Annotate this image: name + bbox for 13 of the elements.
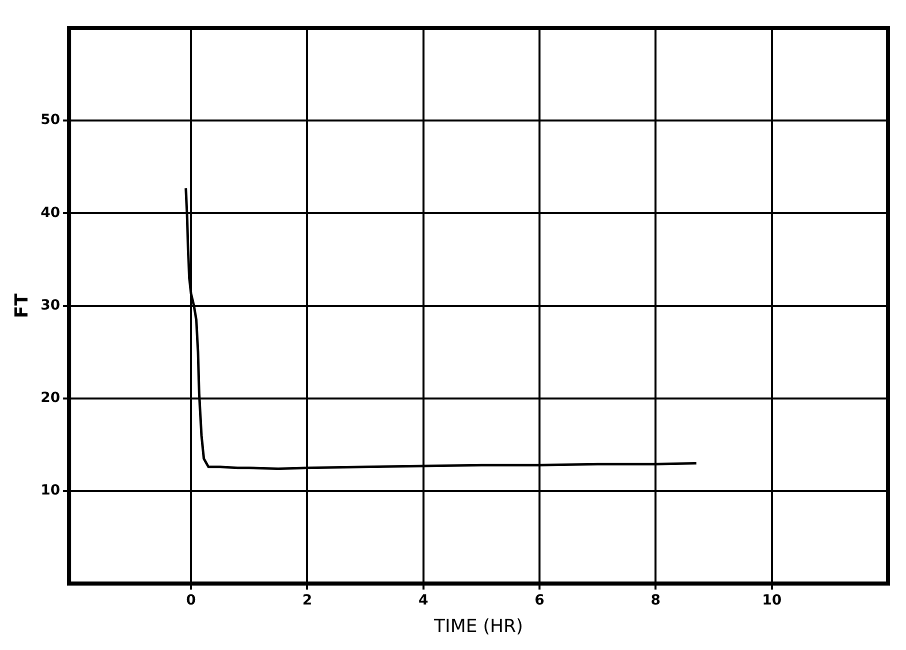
y-tick-label: 20	[40, 390, 60, 406]
y-tick-label: 50	[40, 112, 60, 128]
x-tick-label: 2	[302, 592, 312, 609]
x-tick-label: 8	[650, 592, 661, 609]
y-tick-label: 40	[40, 204, 60, 221]
x-tick-label: 10	[762, 592, 782, 609]
y-axis-title: FT	[11, 292, 32, 318]
x-tick-label: 0	[186, 592, 196, 609]
y-tick-label: 30	[40, 297, 60, 314]
x-axis-title: TIME (HR)	[433, 616, 524, 637]
y-tick-label: 10	[40, 482, 60, 499]
x-tick-label: 4	[418, 592, 428, 609]
x-tick-label: 6	[534, 592, 544, 609]
